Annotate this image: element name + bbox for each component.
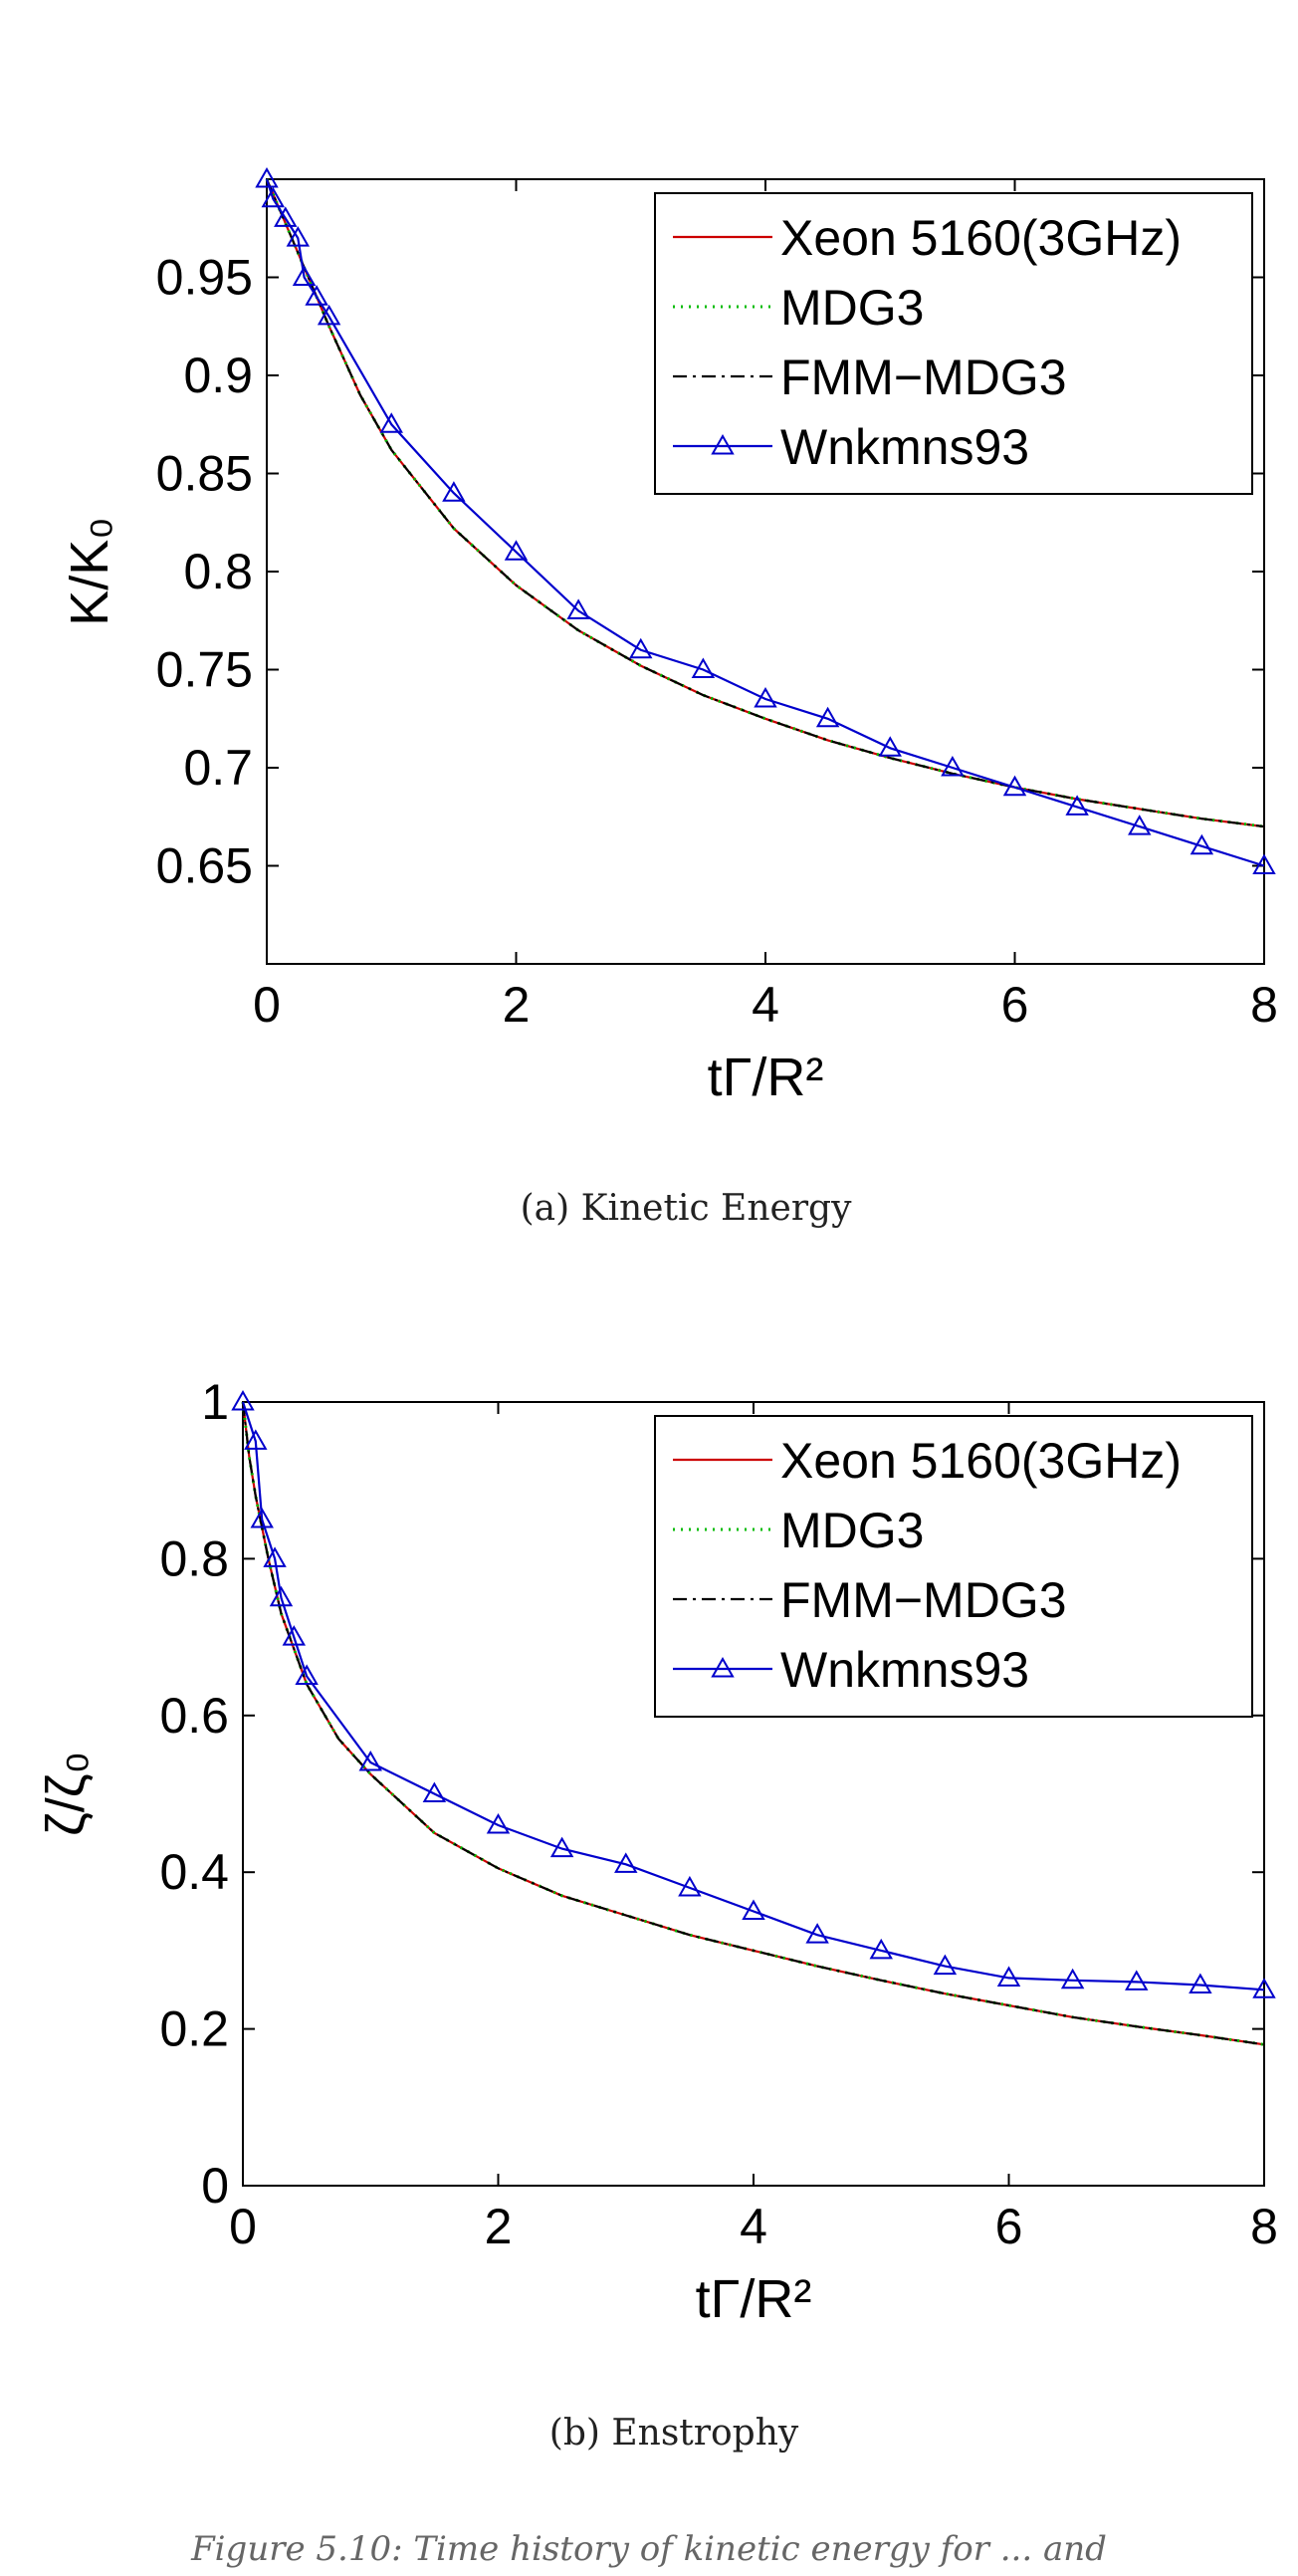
legend-label: Xeon 5160(3GHz) [780,1433,1182,1489]
data-point-marker [878,736,902,757]
y-axis-label: K/K₀ [60,517,119,625]
y-tick-label: 0.4 [159,1844,229,1900]
data-point-marker [1190,833,1214,855]
x-tick-label: 2 [485,2199,513,2254]
data-point-marker [691,657,716,678]
y-tick-label: 0.95 [156,250,253,306]
enstrophy-chart: 0 2 4 6 8 0 0.2 0.4 0.6 0.8 1 tΓ/R² ζ/ζ₀ Xeon 5160(3G… [36,1374,1278,2454]
legend-label: Wnkmns93 [780,1642,1029,1698]
x-tick-label: 6 [995,2199,1023,2254]
legend-box [654,192,1253,495]
figure-caption-partial: Figure 5.10: Time history of kinetic ene… [191,2529,1107,2569]
data-point-marker [1060,1968,1085,1990]
y-axis-label: ζ/ζ₀ [36,1752,96,1836]
y-tick-label: 0 [201,2158,229,2214]
y-tick-label: 0.9 [183,348,253,403]
x-tick-label: 4 [740,2199,767,2254]
legend-label: FMM−MDG3 [780,1572,1067,1628]
data-point-marker [1125,1970,1149,1991]
series-line-wnkmns93 [241,1401,1265,1991]
y-tick-label: 0.75 [156,642,253,698]
data-point-marker [422,1781,447,1802]
data-point-marker [566,598,590,619]
x-tick-label: 0 [253,977,281,1033]
data-point-marker [1252,1978,1276,1998]
data-point-marker [869,1938,893,1960]
data-point-marker [358,1751,382,1771]
y-tick-label: 0.2 [159,2001,229,2057]
data-point-marker [379,412,403,433]
data-point-marker [504,540,529,561]
data-point-marker [996,1966,1021,1987]
data-point-marker [933,1954,958,1976]
data-point-marker [269,1585,294,1607]
kinetic-energy-figure: 0 2 4 6 8 0.65 0.7 0.75 0.8 0.85 0.9 0.95 tΓ/R² K/K₀ X… [0,0,1298,1235]
data-point-marker [305,285,328,306]
y-tick-label: 0.8 [183,544,253,599]
x-axis-label: tΓ/R² [696,2269,812,2329]
plot-series-group [231,1390,1276,2046]
data-point-marker [1065,795,1089,816]
data-point-marker [486,1812,511,1834]
data-point-marker [231,1390,255,1411]
kinetic-energy-chart: 0 2 4 6 8 0.65 0.7 0.75 0.8 0.85 0.9 0.95 tΓ/R² K/K₀ X… [60,167,1278,1229]
data-point-marker [442,481,466,502]
data-point-marker [1189,1973,1212,1994]
x-tick-label: 0 [229,2199,257,2254]
data-point-marker [629,637,653,659]
data-point-marker [549,1836,574,1858]
x-tick-label: 8 [1250,977,1278,1033]
data-point-marker [1002,775,1027,797]
data-point-marker [754,687,777,708]
data-point-marker [263,1546,287,1567]
legend-label: MDG3 [780,280,924,336]
data-point-marker [1128,815,1152,835]
data-point-marker [614,1852,638,1873]
y-tick-label: 1 [201,1374,229,1430]
data-point-marker [678,1875,702,1897]
y-tick-label: 0.8 [159,1530,229,1586]
data-point-marker [815,706,840,728]
x-tick-label: 8 [1250,2199,1278,2254]
data-point-marker [282,1625,307,1646]
enstrophy-figure: 0 2 4 6 8 0 0.2 0.4 0.6 0.8 1 tΓ/R² ζ/ζ₀ Xeon 5160(3G… [0,1225,1298,2489]
y-tick-label: 0.6 [159,1688,229,1744]
x-tick-label: 4 [752,977,779,1033]
data-point-marker [295,1664,319,1685]
data-point-marker [1252,853,1276,874]
legend-label: MDG3 [780,1503,924,1558]
y-tick-label: 0.7 [183,740,253,796]
series-line-mdg3 [241,1401,1265,2046]
data-point-marker [805,1923,829,1944]
x-tick-label: 2 [503,977,531,1033]
data-point-marker [941,755,965,777]
legend-label: Xeon 5160(3GHz) [780,210,1182,266]
x-tick-label: 6 [1001,977,1029,1033]
data-point-marker [255,167,279,188]
data-point-marker [292,265,317,286]
series-line-fmm-mdg3 [241,1401,1265,2046]
data-point-marker [286,226,311,247]
legend-label: FMM−MDG3 [780,350,1067,405]
legend-marker [711,433,735,455]
data-point-marker [317,304,341,326]
figure-subcaption: (a) Kinetic Energy [521,1188,853,1229]
data-point-marker [261,186,285,208]
series-line-wnkmns93 [265,178,1265,867]
data-point-marker [244,1429,268,1450]
plot-series-group [255,167,1276,874]
figure-subcaption: (b) Enstrophy [549,2413,799,2454]
x-axis-label: tΓ/R² [708,1048,824,1107]
series-line-fmm-mdg3 [265,178,1265,828]
legend-label: Wnkmns93 [780,419,1029,475]
y-tick-label: 0.65 [156,838,253,894]
data-point-marker [274,206,298,227]
legend-marker [711,1656,735,1678]
y-tick-label: 0.85 [156,446,253,502]
data-point-marker [250,1508,274,1528]
data-point-marker [742,1899,765,1921]
legend-box [654,1415,1253,1718]
